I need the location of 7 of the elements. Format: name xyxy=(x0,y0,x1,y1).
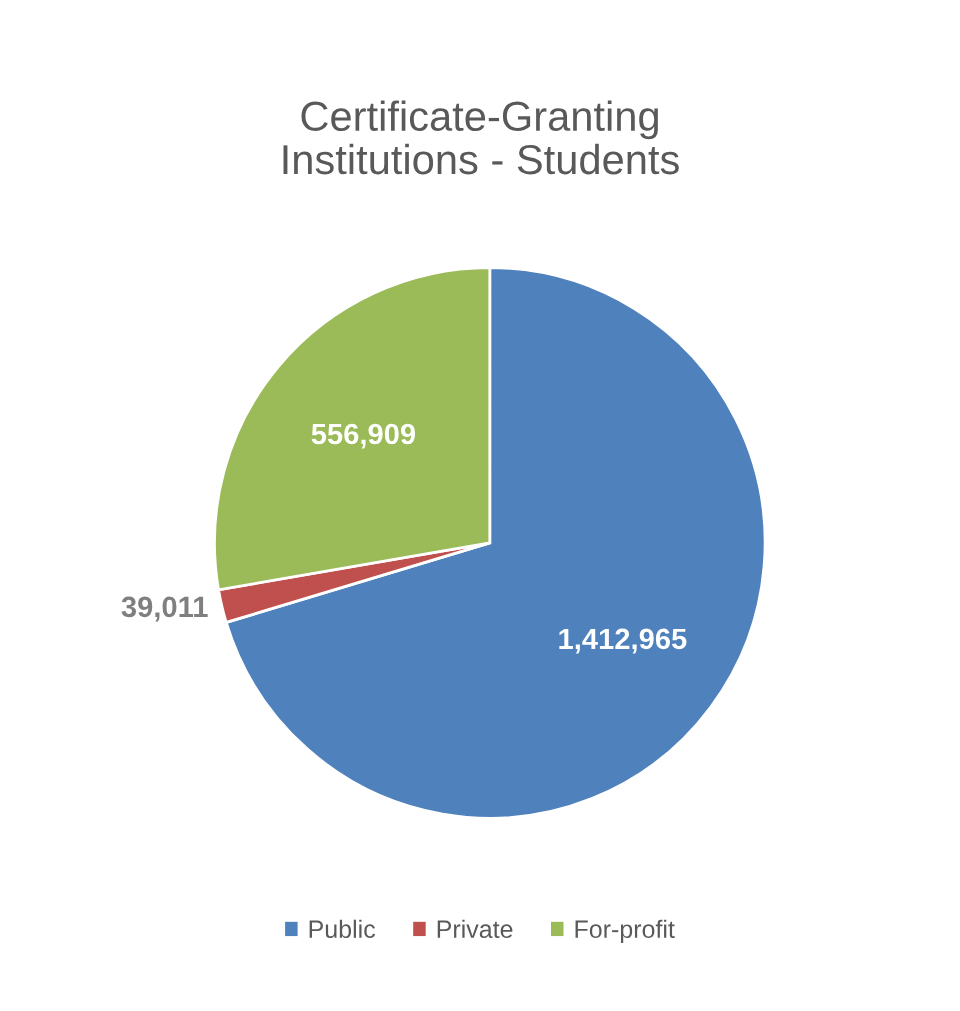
chart-title: Certificate-Granting Institutions - Students xyxy=(283,100,679,175)
data-label: 39,011 xyxy=(121,596,208,622)
data-label: 556,909 xyxy=(311,423,416,449)
legend-label: Public xyxy=(309,919,376,939)
legend-label: Private xyxy=(437,919,513,939)
legend-label: For-profit xyxy=(575,919,675,943)
data-label: 1,412,965 xyxy=(559,628,687,654)
